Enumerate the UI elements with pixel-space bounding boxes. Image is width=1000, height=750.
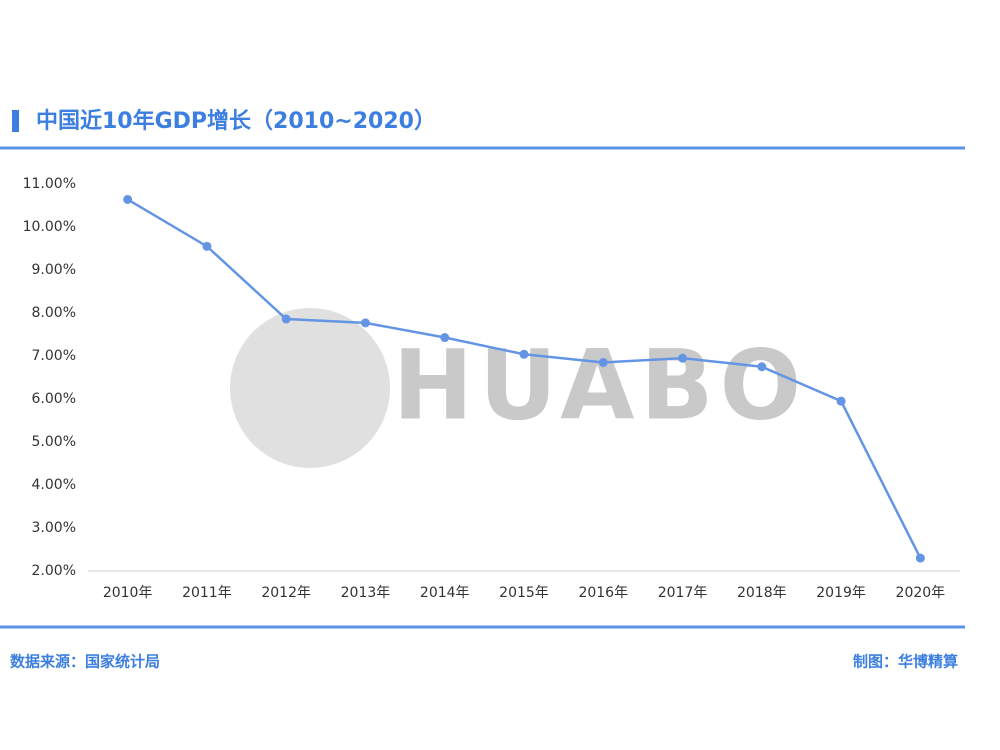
x-tick-label: 2015年 [499, 585, 549, 601]
credit: 制图：华博精算 [853, 653, 958, 671]
x-tick-label: 2016年 [578, 585, 628, 601]
x-tick-label: 2020年 [896, 585, 946, 601]
title-marker [12, 110, 19, 132]
x-tick-label: 2013年 [341, 585, 391, 601]
y-tick-label: 2.00% [32, 563, 76, 579]
y-tick-label: 4.00% [32, 477, 76, 493]
point [123, 194, 133, 204]
x-tick-label: 2014年 [420, 585, 470, 601]
chart-title: 中国近10年GDP增长（2010~2020） [36, 108, 436, 134]
y-tick-label: 8.00% [32, 305, 76, 321]
point [598, 357, 608, 367]
x-tick-label: 2011年 [182, 585, 232, 601]
x-tick-label: 2012年 [261, 585, 311, 601]
source: 数据来源：国家统计局 [10, 653, 160, 671]
point [678, 353, 688, 363]
watermark-logo [230, 308, 390, 468]
point [202, 241, 212, 251]
y-tick-label: 11.00% [23, 176, 76, 192]
watermark: HUABO [393, 329, 807, 441]
y-tick-label: 9.00% [32, 262, 76, 278]
point [360, 318, 370, 328]
point [836, 396, 846, 406]
point [519, 349, 529, 359]
point [281, 314, 291, 324]
watermark-circle [230, 308, 390, 468]
y-tick-label: 7.00% [32, 348, 76, 364]
point [440, 333, 450, 343]
y-tick-label: 3.00% [32, 520, 76, 536]
y-tick-label: 5.00% [32, 434, 76, 450]
x-tick-label: 2019年 [816, 585, 866, 601]
point [757, 362, 767, 372]
x-tick-label: 2010年 [103, 585, 153, 601]
point [915, 553, 925, 563]
x-tick-label: 2018年 [737, 585, 787, 601]
y-tick-label: 10.00% [23, 219, 76, 235]
x-tick-label: 2017年 [658, 585, 708, 601]
y-tick-label: 6.00% [32, 391, 76, 407]
